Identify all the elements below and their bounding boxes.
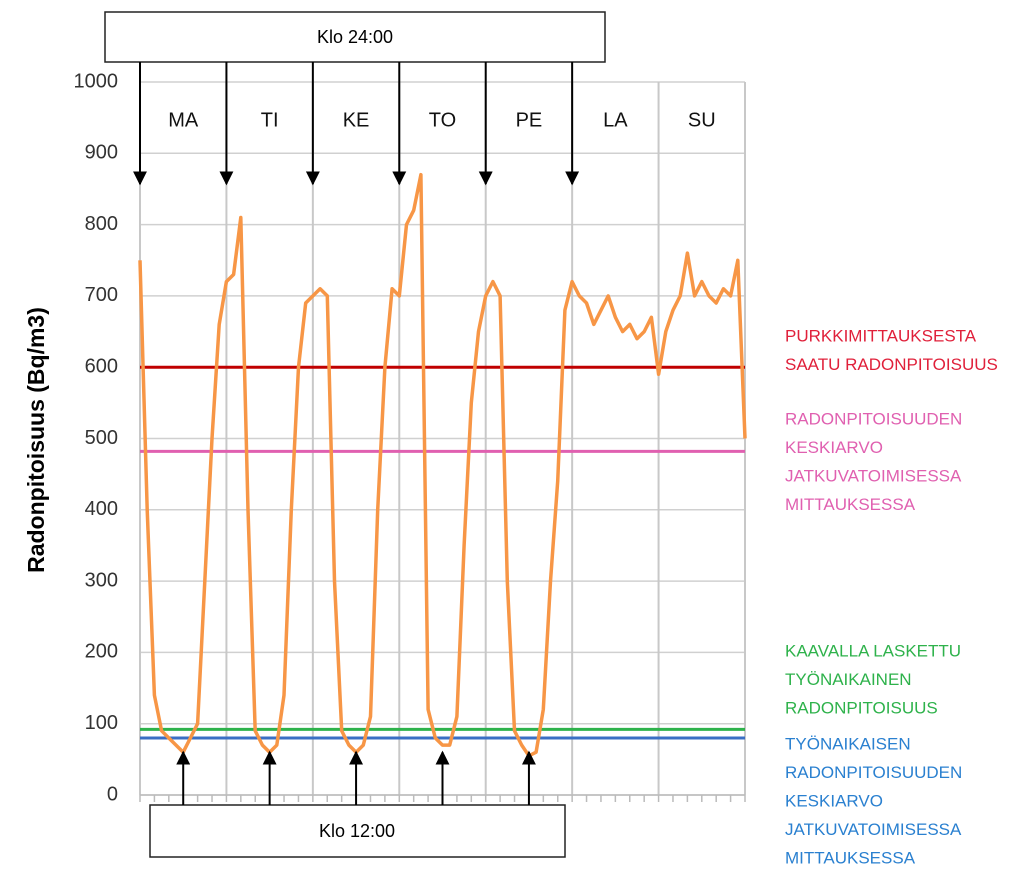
- y-tick-label: 500: [85, 427, 118, 449]
- y-tick-label: 700: [85, 284, 118, 306]
- y-tick-label: 800: [85, 213, 118, 235]
- y-tick-label: 400: [85, 498, 118, 520]
- y-tick-label: 300: [85, 569, 118, 591]
- day-label: LA: [603, 109, 628, 131]
- day-label: SU: [688, 109, 716, 131]
- reference-label: JATKUVATOIMISESSA: [785, 820, 962, 839]
- day-label: TO: [429, 109, 456, 131]
- reference-label: KESKIARVO: [785, 791, 883, 810]
- annotation-box: [104, 11, 606, 63]
- reference-label: RADONPITOISUUDEN: [785, 763, 962, 782]
- annotation: Klo 24:00: [317, 27, 393, 47]
- reference-label: JATKUVATOIMISESSA: [785, 466, 962, 485]
- reference-label: MITTAUKSESSA: [785, 848, 916, 867]
- y-tick-label: 0: [107, 783, 118, 805]
- day-label: TI: [261, 109, 279, 131]
- annotation-box: [149, 804, 566, 858]
- y-tick-label: 600: [85, 355, 118, 377]
- annotation: Klo 12:00: [319, 821, 395, 841]
- reference-label: RADONPITOISUUDEN: [785, 409, 962, 428]
- reference-label: SAATU RADONPITOISUUS: [785, 355, 998, 374]
- day-label: KE: [343, 109, 370, 131]
- reference-label: TYÖNAIKAISEN: [785, 734, 911, 753]
- reference-label: PURKKIMITTAUKSESTA: [785, 326, 977, 345]
- day-label: MA: [168, 109, 199, 131]
- day-label: PE: [516, 109, 543, 131]
- reference-label: TYÖNAIKAINEN: [785, 670, 912, 689]
- reference-label: KAAVALLA LASKETTU: [785, 641, 961, 660]
- y-tick-label: 200: [85, 641, 118, 663]
- data-line: [138, 172, 747, 758]
- y-axis-label: Radonpitoisuus (Bq/m3): [23, 307, 49, 573]
- y-tick-label: 900: [85, 142, 118, 164]
- reference-label: KESKIARVO: [785, 438, 883, 457]
- y-tick-label: 100: [85, 712, 118, 734]
- reference-label: MITTAUKSESSA: [785, 495, 916, 514]
- y-tick-label: 1000: [74, 70, 119, 92]
- reference-label: RADONPITOISUUS: [785, 698, 938, 717]
